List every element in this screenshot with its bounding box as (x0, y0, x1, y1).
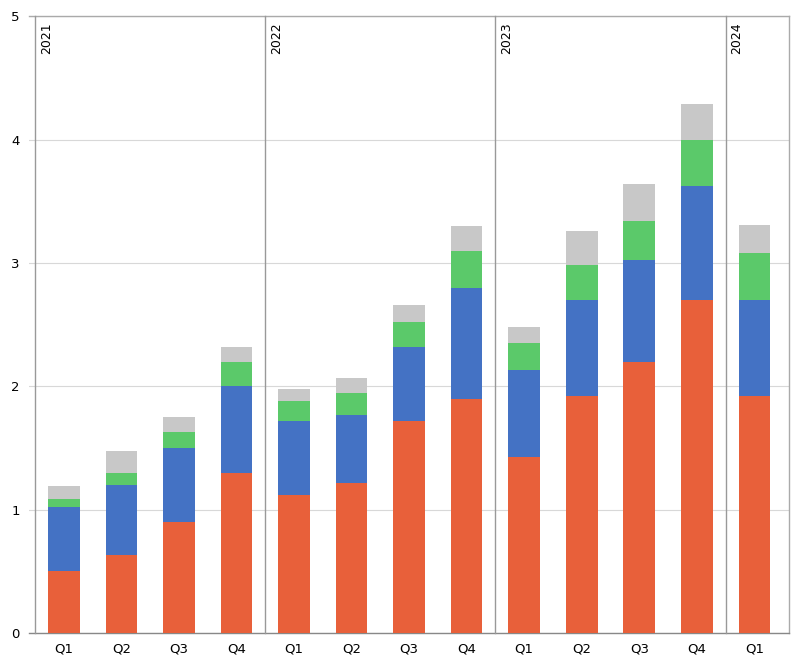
Text: 2023: 2023 (500, 22, 513, 54)
Bar (566, 396, 598, 633)
Bar (163, 432, 194, 448)
Bar (508, 327, 540, 343)
Bar (336, 392, 367, 415)
Bar (48, 486, 80, 499)
Bar (106, 450, 138, 473)
Bar (566, 265, 598, 300)
Bar (508, 457, 540, 633)
Bar (221, 473, 252, 633)
Bar (278, 495, 310, 633)
Bar (394, 347, 425, 421)
Bar (48, 499, 80, 508)
Bar (48, 572, 80, 633)
Bar (681, 300, 713, 633)
Bar (106, 556, 138, 633)
Bar (106, 485, 138, 556)
Text: 2022: 2022 (270, 22, 283, 54)
Bar (508, 370, 540, 457)
Bar (336, 483, 367, 633)
Bar (394, 421, 425, 633)
Bar (451, 226, 482, 251)
Bar (623, 362, 655, 633)
Bar (681, 104, 713, 139)
Text: 2024: 2024 (730, 22, 743, 54)
Text: 2021: 2021 (40, 22, 53, 54)
Bar (738, 396, 770, 633)
Bar (451, 399, 482, 633)
Bar (278, 389, 310, 401)
Bar (278, 401, 310, 421)
Bar (163, 522, 194, 633)
Bar (681, 186, 713, 300)
Bar (48, 508, 80, 572)
Bar (451, 251, 482, 287)
Bar (623, 221, 655, 261)
Bar (221, 386, 252, 473)
Bar (566, 300, 598, 396)
Bar (623, 184, 655, 221)
Bar (278, 421, 310, 495)
Bar (566, 231, 598, 265)
Bar (221, 347, 252, 362)
Bar (394, 305, 425, 322)
Bar (738, 300, 770, 396)
Bar (336, 378, 367, 392)
Bar (738, 225, 770, 253)
Bar (221, 362, 252, 386)
Bar (163, 417, 194, 432)
Bar (336, 415, 367, 483)
Bar (451, 287, 482, 399)
Bar (106, 473, 138, 485)
Bar (394, 322, 425, 347)
Bar (623, 261, 655, 362)
Bar (163, 448, 194, 522)
Bar (681, 139, 713, 186)
Bar (508, 343, 540, 370)
Bar (738, 253, 770, 300)
